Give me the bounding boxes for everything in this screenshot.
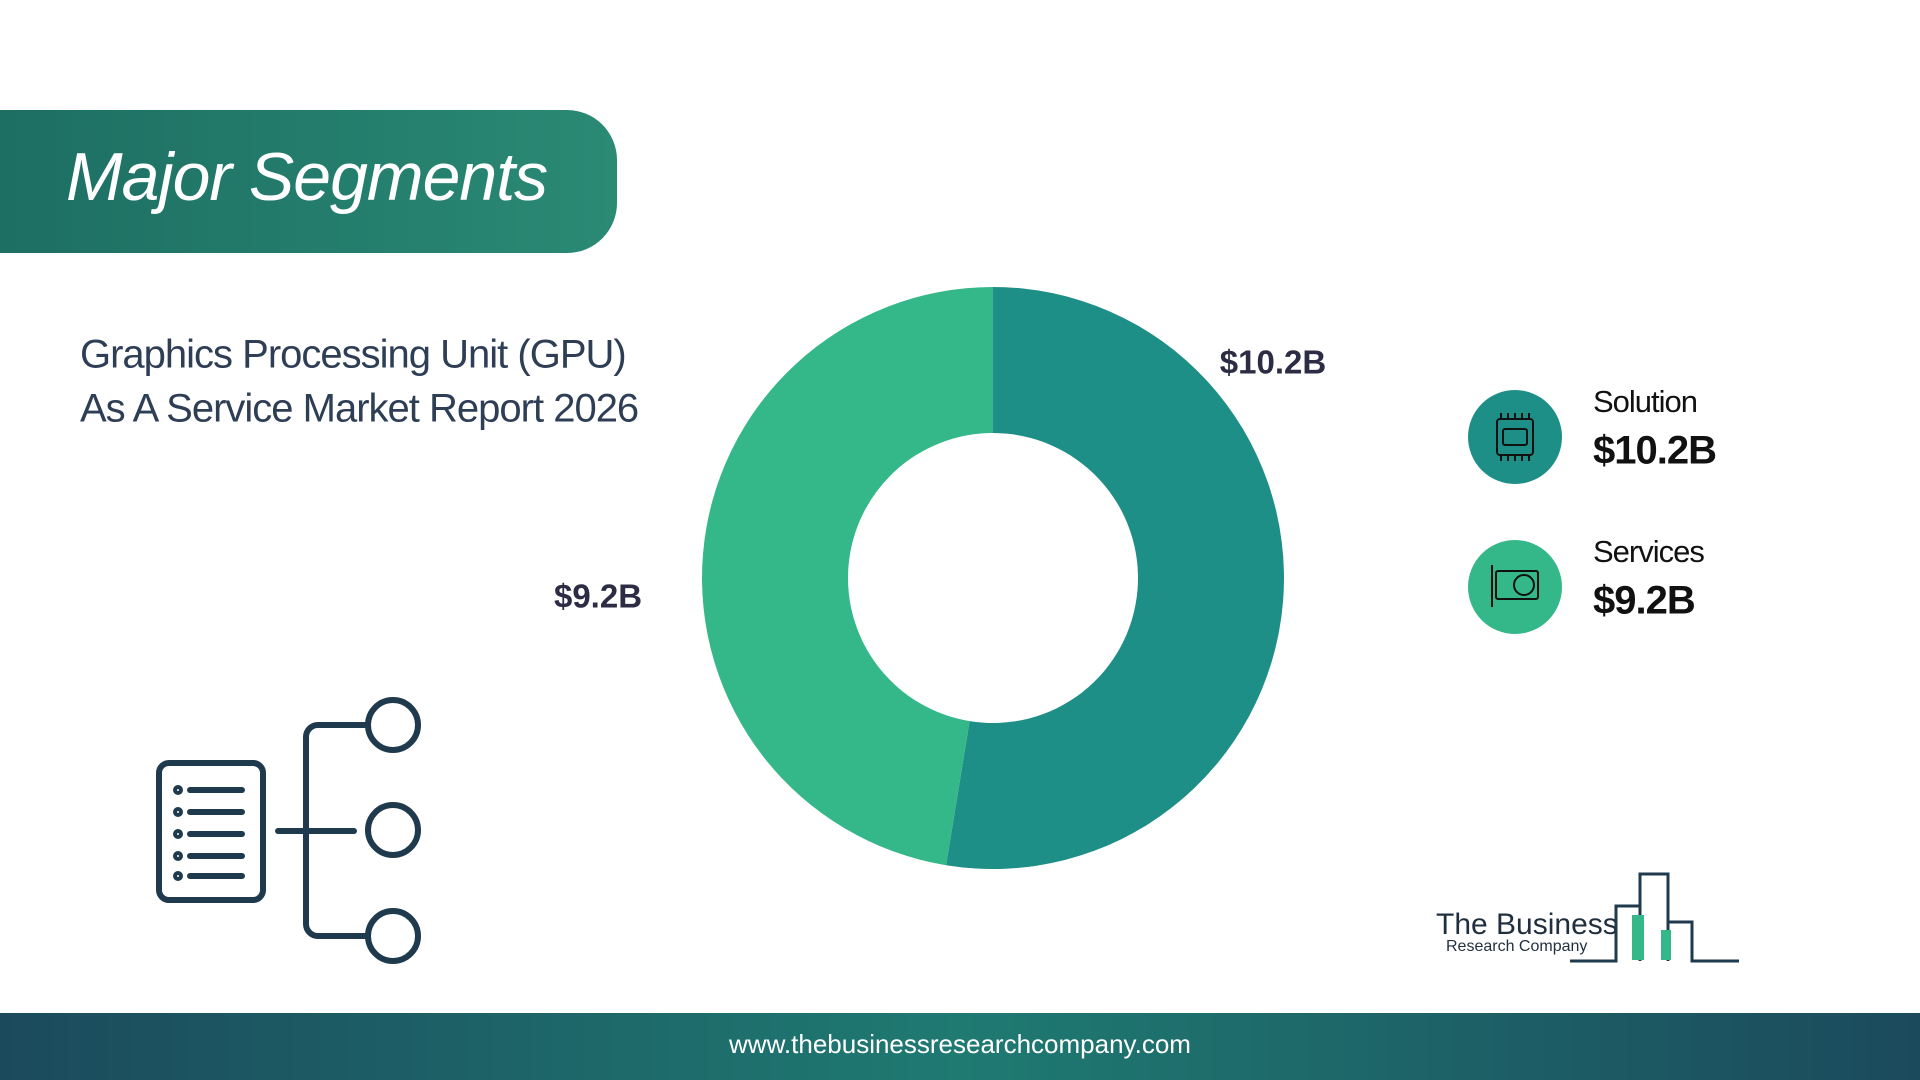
segments-icon: [156, 697, 421, 964]
gpu-card-glyph: [1491, 565, 1539, 607]
donut: [702, 287, 1284, 870]
legend-value: $10.2B: [1593, 429, 1716, 473]
legend-icon: [1468, 390, 1562, 484]
card-body: [1495, 570, 1539, 600]
legend-label: Solution: [1593, 384, 1697, 419]
donut-segment: [702, 287, 993, 866]
legend-label: Services: [1593, 534, 1704, 569]
footer-url: www.thebusinessresearchcompany.com: [728, 1029, 1191, 1059]
legend-value: $9.2B: [1593, 579, 1695, 623]
subtitle: As A Service Market Report 2026: [80, 387, 638, 431]
subtitle: Graphics Processing Unit (GPU): [80, 333, 626, 377]
chart-title: Major Segments: [66, 139, 547, 215]
footer-bar: [0, 1013, 1920, 1080]
logo-text: Research Company: [1446, 938, 1587, 955]
logo: The Business Research Company: [1436, 872, 1739, 963]
data-label: $10.2B: [1220, 344, 1326, 381]
logo-text: The Business: [1436, 908, 1618, 941]
chip-core: [1502, 428, 1528, 446]
donut-segment: [946, 287, 1284, 870]
chip-glyph: [1496, 413, 1534, 461]
logo-mark: [1570, 872, 1739, 963]
data-label: $9.2B: [554, 578, 642, 615]
header-banner: [0, 110, 617, 253]
card-fan: [1513, 574, 1535, 596]
